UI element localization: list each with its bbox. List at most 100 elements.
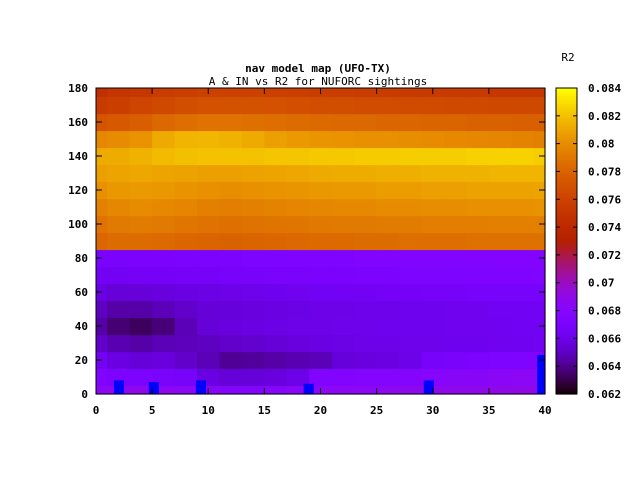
colorbar-segment [556, 266, 577, 270]
colorbar-tick-label: 0.084 [588, 82, 621, 95]
heatmap-cell [152, 130, 176, 149]
colorbar-segment [556, 261, 577, 265]
colorbar-segment [556, 317, 577, 321]
heatmap-cell [354, 215, 378, 234]
heatmap-cell [533, 130, 546, 149]
colorbar-segment [556, 294, 577, 298]
heatmap-cell [354, 266, 378, 285]
heatmap-cell [466, 113, 490, 132]
heatmap-cell [399, 266, 423, 285]
colorbar-segment [556, 184, 577, 189]
heatmap-cell [107, 88, 131, 98]
colorbar-frame [555, 87, 578, 395]
heatmap-cell [174, 96, 198, 115]
heatmap-cell [264, 198, 288, 217]
heatmap-cell [264, 283, 288, 302]
heatmap-cell [309, 368, 333, 387]
colorbar-segment [556, 363, 577, 367]
heatmap-cell [488, 113, 512, 132]
heatmap-cell [152, 283, 176, 302]
colorbar [556, 88, 577, 395]
heatmap-cell [286, 96, 310, 115]
heatmap-cell [174, 317, 198, 336]
heatmap-cell [264, 232, 288, 251]
heatmap-cell [174, 164, 198, 183]
colorbar-segment [556, 93, 577, 97]
heatmap-cell [466, 232, 490, 251]
heatmap-cell [443, 130, 468, 149]
colorbar-segment [556, 330, 577, 334]
colorbar-segment [556, 243, 577, 247]
colorbar-segment [556, 350, 577, 354]
heatmap-cell [488, 215, 512, 234]
heatmap-cell [533, 198, 546, 217]
heatmap-cell [152, 198, 176, 217]
colorbar-segment [556, 251, 577, 255]
heatmap-cell [96, 164, 108, 183]
heatmap-cell [331, 385, 355, 395]
heatmap-cell [241, 266, 265, 285]
colorbar-segment [556, 360, 577, 364]
heatmap-cell [488, 266, 512, 285]
heatmap-cell [421, 164, 445, 183]
heatmap-cell [331, 88, 355, 98]
heatmap-cell [197, 130, 221, 149]
heatmap-cell [107, 249, 131, 268]
colorbar-segment [556, 233, 577, 237]
colorbar-segment [556, 289, 577, 293]
heatmap-cell [241, 334, 265, 353]
heatmap-cell [197, 249, 221, 268]
heatmap-cell [174, 181, 198, 200]
heatmap-cell [96, 88, 108, 98]
heatmap-cell [107, 130, 131, 149]
heatmap-cell [354, 317, 378, 336]
heatmap-cell [466, 130, 490, 149]
heatmap-cell [309, 317, 333, 336]
heatmap-cell [264, 249, 288, 268]
colorbar-tick-label: 0.068 [588, 305, 621, 318]
heatmap-cell [286, 130, 310, 149]
heatmap-cell [219, 215, 243, 234]
colorbar-segment [556, 144, 577, 148]
heatmap-cell [488, 232, 512, 251]
heatmap-cell [241, 198, 265, 217]
heatmap-cell [466, 147, 490, 166]
heatmap-cell [331, 300, 355, 319]
x-tick-label: 30 [426, 404, 439, 417]
heatmap-cell [399, 113, 423, 132]
heatmap-cell [376, 300, 400, 319]
heatmap-cell [421, 283, 445, 302]
colorbar-segment [556, 340, 577, 344]
colorbar-segment [556, 164, 577, 168]
colorbar-segment [556, 269, 577, 273]
heatmap-cell [331, 96, 355, 115]
heatmap-cell [96, 385, 108, 395]
heatmap-cell [443, 266, 468, 285]
colorbar-segment [556, 225, 577, 229]
heatmap-cell [129, 249, 153, 268]
x-tick-label: 15 [258, 404, 271, 417]
heatmap-cell [241, 351, 265, 370]
heatmap-cell [421, 181, 445, 200]
heatmap-cell [286, 198, 310, 217]
heatmap-cell [399, 88, 423, 98]
heatmap-cell [219, 266, 243, 285]
colorbar-segment [556, 156, 577, 160]
colorbar-segment [556, 322, 577, 326]
colorbar-segment [556, 210, 577, 214]
heatmap-cell [309, 215, 333, 234]
colorbar-segment [556, 304, 577, 308]
heatmap-cell [331, 334, 355, 353]
heatmap-cell [107, 300, 131, 319]
heatmap-cell [309, 164, 333, 183]
heatmap-cell [376, 164, 400, 183]
heatmap-cell [488, 300, 512, 319]
heatmap-cell [174, 300, 198, 319]
heatmap-cell [354, 334, 378, 353]
heatmap-cell [152, 368, 176, 387]
heatmap-cells [96, 88, 546, 395]
x-tick-label: 35 [482, 404, 495, 417]
colorbar-axis: 0.062 0.064 0.066 0.068 0.07 0.072 0.074 0.076 0… [556, 82, 621, 401]
heatmap-cell [286, 249, 310, 268]
heatmap-cell [399, 147, 423, 166]
